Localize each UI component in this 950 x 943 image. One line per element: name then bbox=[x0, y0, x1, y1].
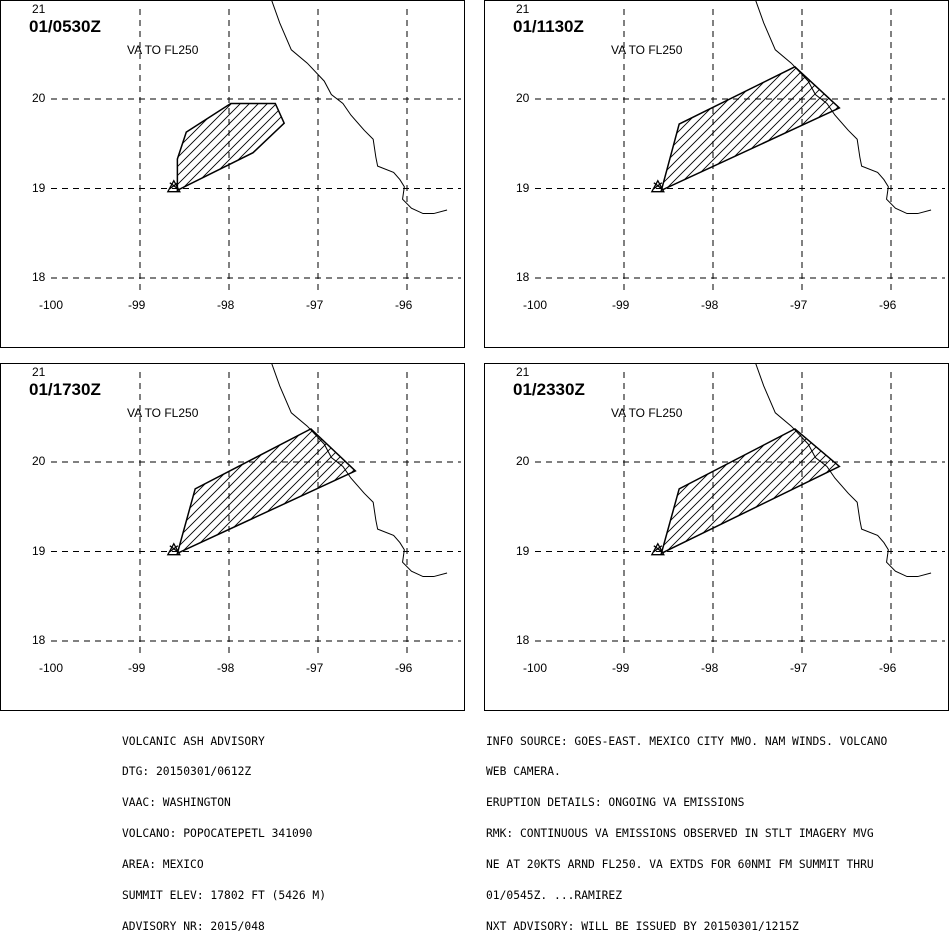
latitude-tick-label: 21 bbox=[32, 364, 46, 379]
latitude-tick-label: 18 bbox=[516, 270, 530, 284]
ash-cloud-polygon bbox=[660, 427, 841, 555]
latitude-tick-label: 21 bbox=[32, 1, 46, 16]
advisory-line: 01/0545Z. ...RAMIREZ bbox=[486, 889, 623, 903]
valid-time-label: 01/2330Z bbox=[513, 380, 585, 399]
map-canvas bbox=[51, 364, 461, 654]
advisory-line: NE AT 20KTS ARND FL250. VA EXTDS FOR 60N… bbox=[486, 858, 874, 872]
flight-level-label: VA TO FL250 bbox=[127, 43, 199, 57]
longitude-tick-label: -98 bbox=[701, 298, 719, 312]
longitude-tick-label: -96 bbox=[395, 661, 413, 675]
volcano-icon bbox=[650, 179, 665, 193]
ash-cloud-polygon bbox=[660, 65, 841, 192]
advisory-line: AREA: MEXICO bbox=[122, 858, 204, 872]
advisory-line: VOLCANIC ASH ADVISORY bbox=[122, 734, 265, 748]
longitude-tick-label: -96 bbox=[879, 298, 897, 312]
longitude-tick-label: -99 bbox=[128, 661, 146, 675]
latitude-tick-label: 20 bbox=[516, 91, 530, 105]
volcano-icon bbox=[166, 542, 181, 556]
map-canvas bbox=[51, 1, 461, 291]
latitude-tick-label: 20 bbox=[516, 454, 530, 468]
map-canvas bbox=[535, 1, 945, 291]
map-panel: 01/1130Z VA TO FL250 -100 -99 -98 -97 -96 21 20 1… bbox=[484, 0, 949, 348]
flight-level-label: VA TO FL250 bbox=[611, 43, 683, 57]
longitude-tick-label: -100 bbox=[523, 661, 548, 675]
latitude-tick-label: 19 bbox=[516, 180, 530, 195]
advisory-line: DTG: 20150301/0612Z bbox=[122, 765, 252, 779]
valid-time-label: 01/0530Z bbox=[29, 17, 101, 36]
longitude-tick-label: -96 bbox=[879, 661, 897, 675]
longitude-tick-label: -96 bbox=[395, 298, 413, 312]
latitude-tick-label: 18 bbox=[32, 633, 46, 647]
advisory-line: ERUPTION DETAILS: ONGOING VA EMISSIONS bbox=[486, 796, 745, 810]
latitude-tick-label: 18 bbox=[516, 633, 530, 647]
latitude-tick-label: 18 bbox=[32, 270, 46, 284]
flight-level-label: VA TO FL250 bbox=[127, 406, 199, 420]
ash-cloud-polygon bbox=[176, 102, 286, 192]
valid-time-label: 01/1730Z bbox=[29, 380, 101, 399]
advisory-line: WEB CAMERA. bbox=[486, 765, 561, 779]
advisory-line: ADVISORY NR: 2015/048 bbox=[122, 919, 265, 933]
ash-cloud-polygon bbox=[176, 427, 357, 555]
advisory-line: VAAC: WASHINGTON bbox=[122, 796, 231, 810]
advisory-line: SUMMIT ELEV: 17802 FT (5426 M) bbox=[122, 889, 327, 903]
longitude-tick-label: -97 bbox=[790, 661, 808, 675]
longitude-tick-label: -97 bbox=[306, 661, 324, 675]
longitude-tick-label: -100 bbox=[39, 661, 64, 675]
latitude-tick-label: 19 bbox=[32, 543, 46, 558]
flight-level-label: VA TO FL250 bbox=[611, 406, 683, 420]
volcano-icon bbox=[166, 179, 181, 193]
advisory-line: RMK: CONTINUOUS VA EMISSIONS OBSERVED IN… bbox=[486, 827, 874, 841]
longitude-tick-label: -97 bbox=[790, 298, 808, 312]
map-panel: 01/2330Z VA TO FL250 -100 -99 -98 -97 -96 21 20 1… bbox=[484, 363, 949, 711]
volcano-icon bbox=[650, 542, 665, 556]
longitude-tick-label: -99 bbox=[128, 298, 146, 312]
advisory-details-right: INFO SOURCE: GOES-EAST. MEXICO CITY MWO.… bbox=[486, 716, 887, 943]
longitude-tick-label: -100 bbox=[39, 298, 64, 312]
latitude-tick-label: 21 bbox=[516, 364, 530, 379]
longitude-tick-label: -97 bbox=[306, 298, 324, 312]
latitude-tick-label: 20 bbox=[32, 454, 46, 468]
coastline bbox=[755, 1, 932, 215]
advisory-header-left: VOLCANIC ASH ADVISORY DTG: 20150301/0612… bbox=[122, 716, 326, 943]
longitude-tick-label: -99 bbox=[612, 298, 630, 312]
latitude-tick-label: 21 bbox=[516, 1, 530, 16]
longitude-tick-label: -98 bbox=[217, 661, 235, 675]
advisory-line: INFO SOURCE: GOES-EAST. MEXICO CITY MWO.… bbox=[486, 734, 888, 748]
latitude-tick-label: 19 bbox=[516, 543, 530, 558]
valid-time-label: 01/1130Z bbox=[513, 17, 584, 36]
longitude-tick-label: -98 bbox=[701, 661, 719, 675]
advisory-line: VOLCANO: POPOCATEPETL 341090 bbox=[122, 827, 313, 841]
longitude-tick-label: -98 bbox=[217, 298, 235, 312]
longitude-tick-label: -99 bbox=[612, 661, 630, 675]
coastline bbox=[271, 1, 448, 215]
map-panel: 01/1730Z VA TO FL250 -100 -99 -98 -97 -96 21 20 1… bbox=[0, 363, 465, 711]
latitude-tick-label: 19 bbox=[32, 180, 46, 195]
longitude-tick-label: -100 bbox=[523, 298, 548, 312]
map-canvas bbox=[535, 364, 945, 654]
advisory-line: NXT ADVISORY: WILL BE ISSUED BY 20150301… bbox=[486, 919, 799, 933]
latitude-tick-label: 20 bbox=[32, 91, 46, 105]
map-panel: 01/0530Z VA TO FL250 -100 -99 -98 -97 -96 21 20 1… bbox=[0, 0, 465, 348]
